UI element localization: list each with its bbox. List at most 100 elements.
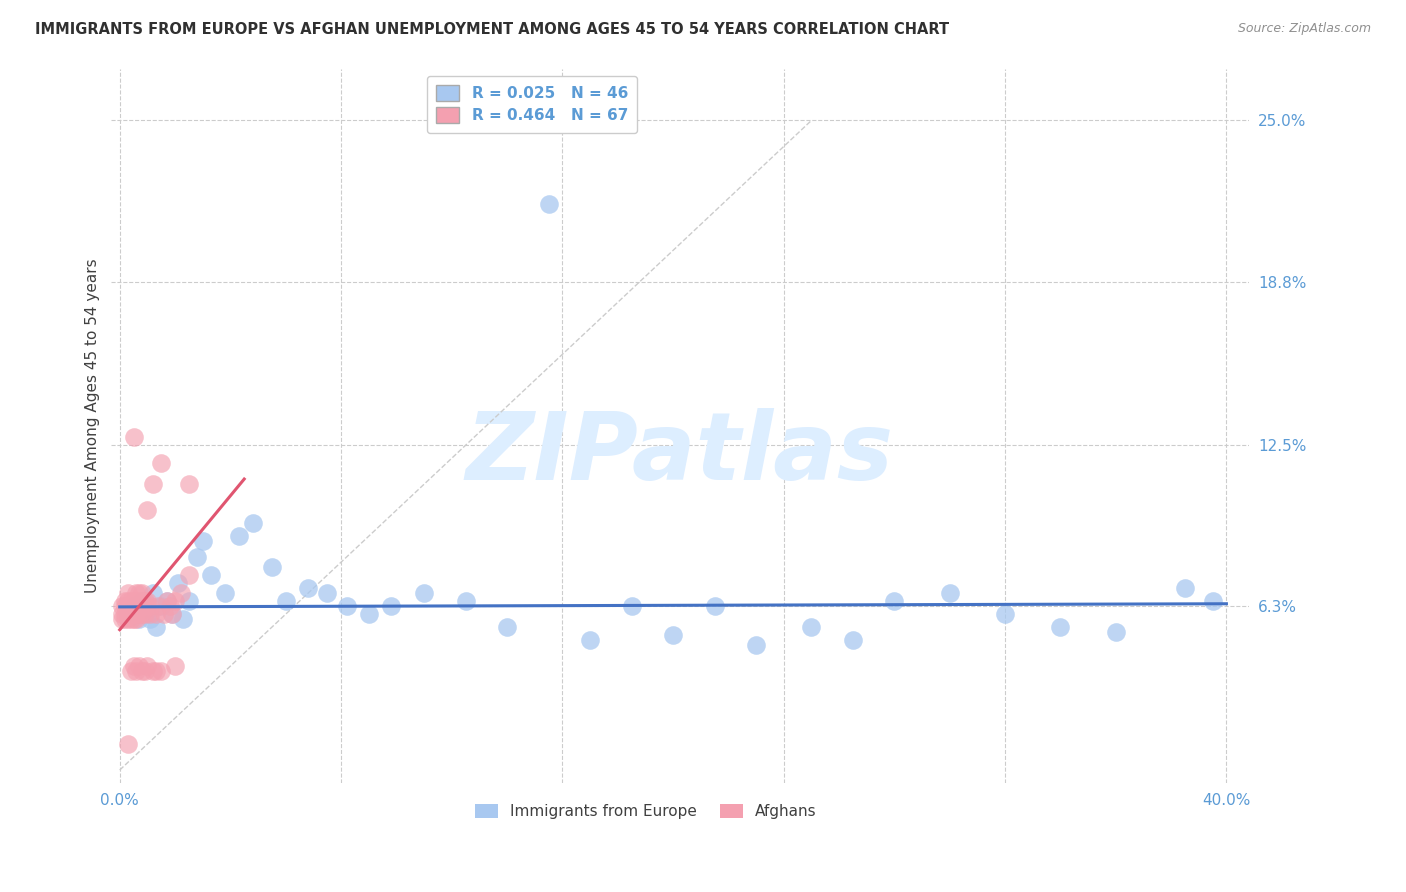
Point	[136, 503, 159, 517]
Point	[122, 599, 145, 614]
Point	[163, 594, 186, 608]
Point	[177, 594, 200, 608]
Point	[156, 594, 179, 608]
Point	[120, 665, 142, 679]
Point	[166, 576, 188, 591]
Text: ZIPatlas: ZIPatlas	[465, 409, 894, 500]
Point	[131, 599, 153, 614]
Point	[316, 586, 339, 600]
Point	[134, 607, 156, 622]
Point	[136, 659, 159, 673]
Point	[938, 586, 960, 600]
Point	[131, 665, 153, 679]
Point	[122, 594, 145, 608]
Point	[150, 457, 173, 471]
Point	[114, 612, 136, 626]
Point	[122, 602, 145, 616]
Legend: Immigrants from Europe, Afghans: Immigrants from Europe, Afghans	[470, 798, 823, 825]
Point	[111, 607, 134, 622]
Point	[114, 599, 136, 614]
Point	[620, 599, 643, 614]
Point	[842, 633, 865, 648]
Point	[186, 549, 208, 564]
Point	[214, 586, 236, 600]
Point	[125, 612, 148, 626]
Point	[125, 594, 148, 608]
Point	[134, 594, 156, 608]
Point	[122, 599, 145, 614]
Point	[128, 599, 150, 614]
Point	[128, 659, 150, 673]
Point	[120, 607, 142, 622]
Point	[117, 602, 139, 616]
Y-axis label: Unemployment Among Ages 45 to 54 years: Unemployment Among Ages 45 to 54 years	[86, 259, 100, 593]
Point	[800, 620, 823, 634]
Point	[117, 737, 139, 751]
Point	[883, 594, 905, 608]
Point	[145, 665, 167, 679]
Point	[150, 599, 173, 614]
Point	[120, 612, 142, 626]
Point	[134, 599, 156, 614]
Point	[159, 599, 181, 614]
Point	[111, 599, 134, 614]
Point	[1174, 581, 1197, 595]
Point	[228, 529, 250, 543]
Point	[357, 607, 380, 622]
Point	[169, 586, 191, 600]
Point	[145, 607, 167, 622]
Point	[200, 568, 222, 582]
Point	[1201, 594, 1223, 608]
Point	[163, 659, 186, 673]
Point	[496, 620, 519, 634]
Point	[122, 430, 145, 444]
Point	[128, 607, 150, 622]
Point	[537, 196, 560, 211]
Point	[1049, 620, 1071, 634]
Point	[117, 599, 139, 614]
Point	[336, 599, 359, 614]
Point	[120, 599, 142, 614]
Point	[153, 607, 176, 622]
Point	[156, 594, 179, 608]
Point	[134, 602, 156, 616]
Point	[125, 665, 148, 679]
Text: Source: ZipAtlas.com: Source: ZipAtlas.com	[1237, 22, 1371, 36]
Point	[139, 599, 162, 614]
Point	[297, 581, 319, 595]
Point	[120, 594, 142, 608]
Point	[117, 612, 139, 626]
Point	[131, 607, 153, 622]
Point	[125, 607, 148, 622]
Point	[142, 477, 165, 491]
Point	[122, 607, 145, 622]
Point	[122, 659, 145, 673]
Point	[177, 568, 200, 582]
Point	[191, 534, 214, 549]
Point	[122, 612, 145, 626]
Point	[114, 607, 136, 622]
Point	[413, 586, 436, 600]
Point	[662, 628, 685, 642]
Point	[128, 586, 150, 600]
Point	[117, 586, 139, 600]
Point	[142, 665, 165, 679]
Point	[994, 607, 1017, 622]
Point	[114, 594, 136, 608]
Point	[162, 607, 184, 622]
Point	[454, 594, 477, 608]
Point	[120, 602, 142, 616]
Point	[745, 638, 768, 652]
Point	[177, 477, 200, 491]
Point	[139, 612, 162, 626]
Point	[128, 594, 150, 608]
Point	[274, 594, 297, 608]
Point	[117, 607, 139, 622]
Point	[131, 586, 153, 600]
Point	[260, 560, 283, 574]
Point	[1105, 625, 1128, 640]
Point	[172, 612, 194, 626]
Text: IMMIGRANTS FROM EUROPE VS AFGHAN UNEMPLOYMENT AMONG AGES 45 TO 54 YEARS CORRELAT: IMMIGRANTS FROM EUROPE VS AFGHAN UNEMPLO…	[35, 22, 949, 37]
Point	[139, 607, 162, 622]
Point	[111, 612, 134, 626]
